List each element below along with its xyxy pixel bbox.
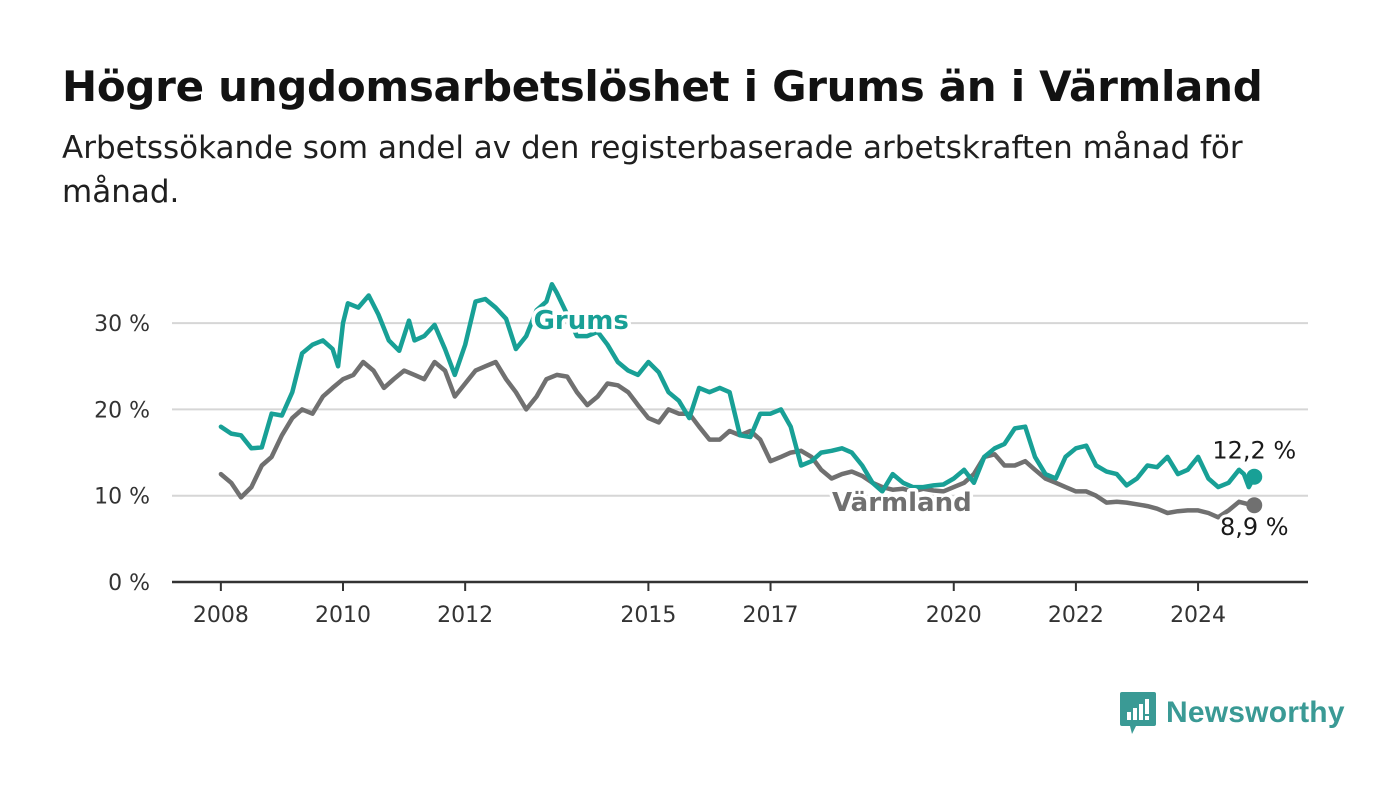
x-tick-label: 2017 xyxy=(743,603,799,628)
series-line-grums xyxy=(218,282,1257,494)
end-value-label-grums: 12,2 % xyxy=(1212,437,1296,465)
x-tick-label: 2008 xyxy=(193,603,249,628)
logo-text: Newsworthy xyxy=(1166,696,1345,729)
series-lines xyxy=(218,282,1263,520)
x-tick-label: 2024 xyxy=(1170,603,1226,628)
end-value-label-värmland: 8,9 % xyxy=(1220,513,1289,541)
newsworthy-logo: Newsworthy xyxy=(1118,690,1345,736)
x-tick-label: 2012 xyxy=(437,603,493,628)
x-tick-label: 2022 xyxy=(1048,603,1104,628)
end-point-värmland xyxy=(1246,497,1263,514)
x-tick-label: 2010 xyxy=(315,603,371,628)
series-label-värmland: Värmland xyxy=(832,488,972,518)
newsworthy-chart-icon xyxy=(1120,692,1156,734)
chart-subtitle: Arbetssökande som andel av den registerb… xyxy=(62,130,1243,210)
chart-title: Högre ungdomsarbetslöshet i Grums än i V… xyxy=(62,62,1263,111)
y-tick-label: 20 % xyxy=(94,398,150,423)
x-tick-label: 2020 xyxy=(926,603,982,628)
y-tick-label: 10 % xyxy=(94,485,150,510)
line-chart: 0 % 10 % 20 % 30 % 2008 2010 2012 2015 2017 2020 2… xyxy=(94,282,1308,628)
series-label-grums: Grums xyxy=(534,306,629,336)
y-tick-label: 0 % xyxy=(108,571,150,596)
series-line-värmland xyxy=(218,359,1257,520)
end-point-grums xyxy=(1246,468,1263,485)
y-tick-label: 30 % xyxy=(94,312,150,337)
x-tick-label: 2015 xyxy=(620,603,676,628)
axes: 0 % 10 % 20 % 30 % 2008 2010 2012 2015 2017 2020 2… xyxy=(94,312,1308,628)
labels: Grums Värmland 12,2 % 8,9 % xyxy=(530,303,1299,545)
grid-lines xyxy=(172,322,1308,497)
